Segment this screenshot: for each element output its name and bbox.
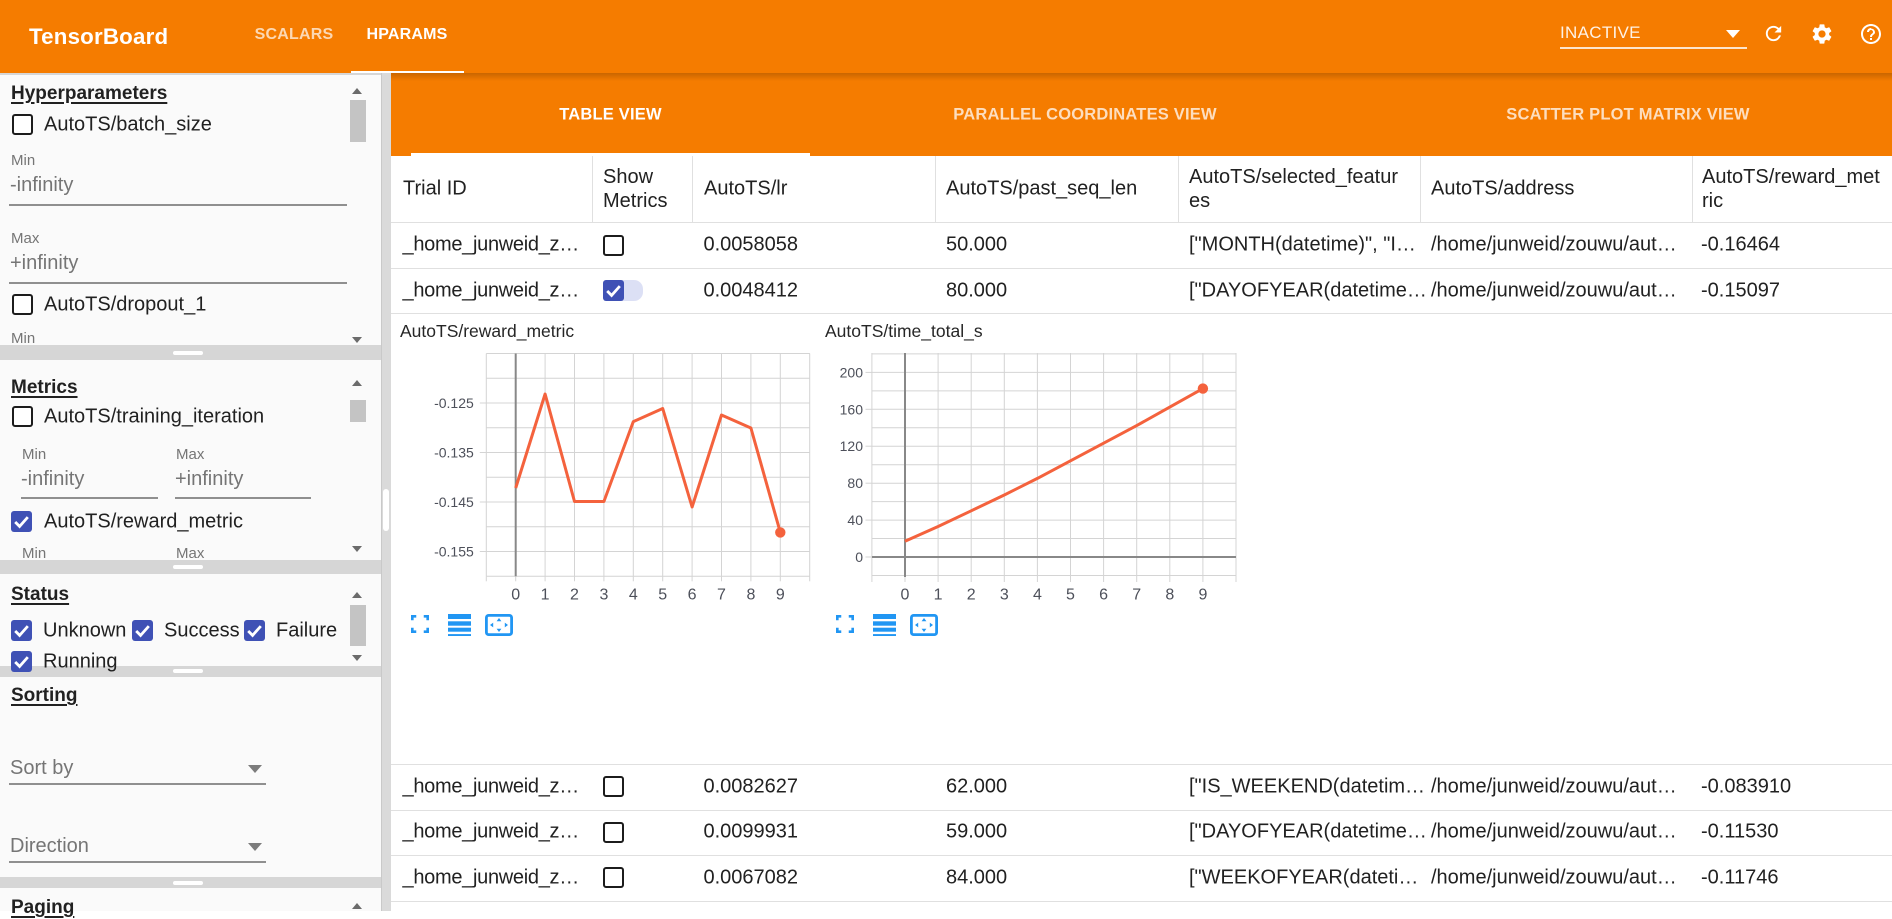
svg-text:3: 3 [599,587,608,604]
svg-text:2: 2 [570,587,579,604]
svg-text:1: 1 [934,587,943,604]
svg-text:4: 4 [1033,587,1042,604]
svg-text:40: 40 [847,512,863,528]
svg-text:-0.135: -0.135 [434,445,474,461]
svg-text:80: 80 [847,475,863,491]
svg-text:0: 0 [855,549,863,565]
svg-text:0: 0 [511,587,520,604]
svg-text:8: 8 [1165,587,1174,604]
svg-text:1: 1 [541,587,550,604]
svg-text:-0.125: -0.125 [434,395,474,411]
svg-text:6: 6 [688,587,697,604]
svg-text:2: 2 [967,587,976,604]
svg-text:9: 9 [776,587,785,604]
svg-text:3: 3 [1000,587,1009,604]
svg-text:160: 160 [840,401,864,417]
svg-text:7: 7 [717,587,726,604]
svg-text:9: 9 [1198,587,1207,604]
svg-text:200: 200 [840,364,864,380]
svg-text:6: 6 [1099,587,1108,604]
svg-text:8: 8 [746,587,755,604]
svg-text:120: 120 [840,438,864,454]
svg-text:0: 0 [901,587,910,604]
svg-text:-0.145: -0.145 [434,494,474,510]
svg-text:5: 5 [658,587,667,604]
svg-text:4: 4 [629,587,638,604]
svg-text:5: 5 [1066,587,1075,604]
svg-text:-0.155: -0.155 [434,544,474,560]
svg-text:7: 7 [1132,587,1141,604]
